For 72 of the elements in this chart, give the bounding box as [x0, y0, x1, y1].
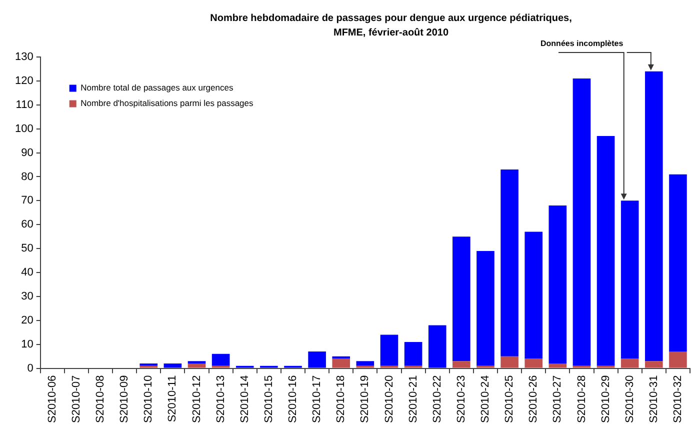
y-tick-label: 110 — [16, 98, 34, 111]
bar — [669, 174, 687, 352]
bar — [380, 334, 398, 366]
bar — [212, 354, 230, 366]
bar — [404, 342, 422, 366]
legend-label: Nombre d'hospitalisations parmi les passages — [80, 98, 254, 108]
x-tick-label: S2010-30 — [624, 375, 636, 424]
x-tick-label: S2010-16 — [287, 375, 300, 424]
bar — [452, 236, 470, 362]
x-tick-label: S2010-15 — [262, 375, 275, 424]
bar — [524, 232, 543, 359]
x-tick-label: S2010-21 — [407, 375, 420, 424]
bar — [308, 352, 326, 368]
bar — [164, 364, 182, 368]
annotation: Données incomplètes — [540, 39, 624, 48]
bar — [548, 205, 567, 364]
bar — [356, 361, 374, 366]
x-tick-label: S2010-11 — [166, 375, 179, 422]
y-tick-label: 90 — [21, 146, 34, 159]
bar — [188, 361, 206, 364]
bar — [428, 325, 446, 368]
bar — [452, 361, 470, 368]
y-tick-label: 0 — [27, 362, 34, 374]
y-tick-label: 80 — [21, 170, 34, 183]
bar — [332, 358, 350, 368]
x-tick-label: S2010-08 — [94, 375, 107, 424]
x-tick-label: S2010-20 — [383, 375, 396, 424]
y-tick-label: 50 — [21, 242, 34, 255]
x-tick-label: S2010-12 — [190, 375, 203, 424]
bar — [548, 364, 567, 368]
x-tick-label: S2010-22 — [431, 375, 444, 424]
bar — [500, 356, 518, 368]
bar — [596, 136, 615, 366]
x-tick-label: S2010-10 — [142, 375, 155, 424]
bar — [645, 361, 663, 368]
bar — [645, 71, 663, 362]
x-tick-label: S2010-32 — [672, 375, 684, 424]
x-tick-label: S2010-06 — [46, 375, 58, 424]
bar — [620, 358, 639, 368]
x-tick-label: S2010-17 — [311, 375, 324, 424]
x-tick-label: S2010-14 — [238, 375, 251, 424]
bar — [572, 78, 591, 366]
y-tick-label: 70 — [21, 194, 34, 207]
bar — [524, 358, 543, 368]
x-tick-label: S2010-07 — [70, 375, 82, 424]
x-tick-label: S2010-13 — [214, 375, 227, 424]
legend-label: Nombre total de passages aux urgences — [80, 82, 234, 93]
bar — [500, 170, 518, 356]
bar — [476, 250, 494, 366]
x-tick-label: S2010-25 — [504, 375, 516, 424]
x-tick-label: S2010-09 — [118, 375, 131, 424]
y-tick-label: 120 — [14, 74, 34, 87]
x-tick-label: S2010-18 — [335, 375, 348, 424]
y-tick-label: 20 — [21, 314, 34, 326]
y-tick-label: 30 — [21, 290, 34, 302]
y-tick-label: 40 — [21, 266, 34, 279]
chart-title: Nombre hebdomadaire de passages pour dengue aux urgence pédiatriques, MFME, février-août 2010 — [210, 13, 572, 38]
y-tick-label: 60 — [21, 218, 34, 231]
x-tick-label: S2010-29 — [600, 375, 612, 424]
x-tick-label: S2010-23 — [455, 375, 468, 424]
x-tick-label: S2010-27 — [552, 375, 564, 424]
y-tick-label: 100 — [14, 122, 34, 135]
x-tick-label: S2010-26 — [528, 375, 540, 424]
bar — [188, 364, 206, 368]
x-tick-label: S2010-28 — [576, 375, 588, 424]
x-tick-label: S2010-19 — [359, 375, 372, 424]
y-tick-label: 10 — [21, 338, 34, 350]
bar — [669, 352, 687, 368]
x-tick-label: S2010-24 — [480, 375, 492, 424]
y-tick-label: 130 — [14, 51, 34, 64]
x-tick-label: S2010-31 — [648, 375, 660, 424]
bar — [620, 200, 639, 359]
